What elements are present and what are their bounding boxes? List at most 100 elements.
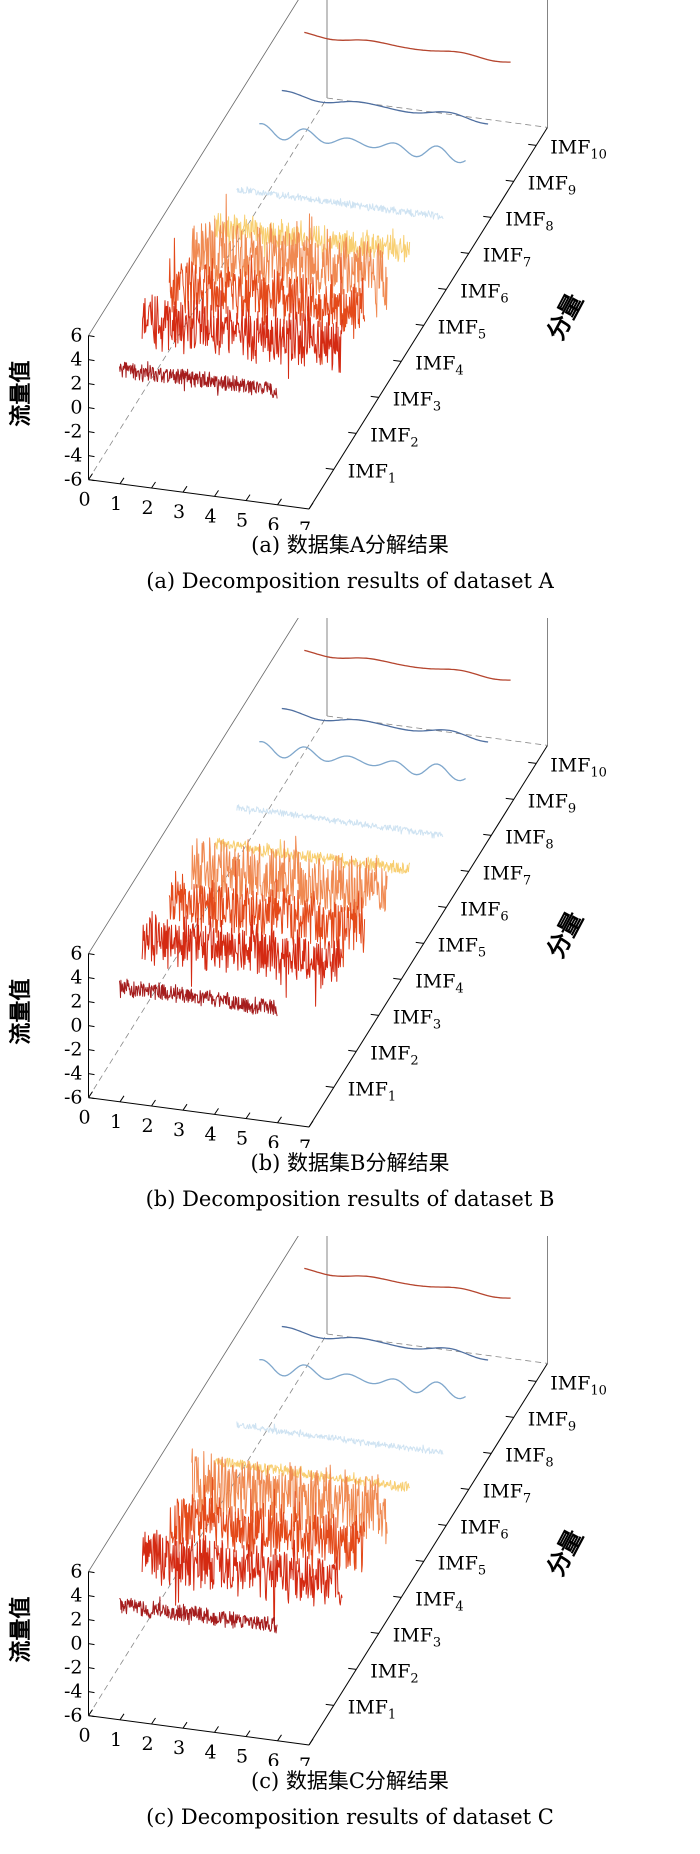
x-tick-label: 4 <box>204 1123 216 1145</box>
z-tick-label: -2 <box>64 1657 83 1679</box>
x-tick-label: 6 <box>267 1750 279 1766</box>
component-tick-label: IMF6 <box>460 1516 508 1542</box>
chart-panel-c: -6 -4 -2 0 2 4 6 0 1 2 3 4 5 6 7 IMF1 IMF2 IMF3 IMF4 IMF5 IM… <box>0 1236 700 1854</box>
series-line-imf1 <box>119 361 278 399</box>
component-tick-label: IMF8 <box>505 208 553 234</box>
component-axis-line <box>308 1363 548 1746</box>
series-line-imf6 <box>236 804 444 839</box>
component-tick-mark <box>325 467 334 470</box>
series-line-imf7 <box>259 122 466 164</box>
z-axis-label: 流量值 <box>8 361 34 427</box>
x-tick-label: 3 <box>173 1119 185 1141</box>
x-tick-label: 0 <box>78 489 90 511</box>
z-tick-label: 4 <box>70 349 82 371</box>
box-edge <box>88 1333 328 1716</box>
x-tick-mark <box>119 1095 125 1103</box>
z-tick-mark <box>88 1643 95 1646</box>
caption-chinese: (b) 数据集B分解结果 <box>250 1151 450 1175</box>
series-line-imf6 <box>236 186 444 220</box>
series-line-imf1 <box>119 1596 278 1634</box>
series-line-imf4 <box>191 193 388 323</box>
z-tick-label: 0 <box>70 397 82 419</box>
z-tick-mark <box>88 431 95 434</box>
caption-english: (b) Decomposition results of dataset B <box>145 1187 555 1211</box>
z-tick-mark <box>88 1049 95 1052</box>
component-tick-label: IMF7 <box>483 244 531 270</box>
z-tick-label: -4 <box>64 445 83 467</box>
z-tick-mark <box>88 359 95 362</box>
component-tick-mark <box>528 761 537 764</box>
series-line-imf4 <box>191 1448 388 1545</box>
x-tick-label: 1 <box>110 493 122 515</box>
series-line-imf8 <box>281 707 489 743</box>
component-tick-label: IMF4 <box>415 970 463 996</box>
component-tick-label: IMF1 <box>348 1696 396 1722</box>
component-tick-label: IMF2 <box>370 424 418 450</box>
x-tick-mark <box>214 490 219 497</box>
x-axis-line <box>88 1097 310 1128</box>
component-tick-label: IMF5 <box>438 934 486 960</box>
z-tick-mark <box>88 335 95 338</box>
x-tick-mark <box>151 1717 156 1725</box>
series-line-imf5 <box>213 1457 411 1492</box>
component-tick-label: IMF3 <box>393 1624 441 1650</box>
x-tick-label: 7 <box>299 1754 311 1766</box>
component-tick-label: IMF5 <box>438 1552 486 1578</box>
x-tick-mark <box>308 502 314 510</box>
component-tick-mark <box>370 395 379 398</box>
component-tick-mark <box>483 215 492 218</box>
component-tick-mark <box>528 1379 537 1382</box>
x-tick-mark <box>277 1116 282 1124</box>
z-tick-mark <box>88 1595 95 1598</box>
x-tick-label: 3 <box>173 1737 185 1759</box>
x-tick-mark <box>277 1734 282 1742</box>
component-tick-mark <box>438 287 447 290</box>
component-tick-mark <box>393 359 402 362</box>
series-line-imf5 <box>213 837 411 875</box>
x-tick-label: 1 <box>110 1729 122 1751</box>
z-tick-label: 4 <box>70 1585 82 1607</box>
component-tick-mark <box>393 977 402 980</box>
component-tick-mark <box>483 1451 492 1454</box>
component-tick-label: IMF4 <box>415 352 463 378</box>
series-group <box>119 31 511 399</box>
component-tick-label: IMF3 <box>393 388 441 414</box>
component-tick-label: IMF6 <box>460 280 508 306</box>
series-line-imf9 <box>304 649 511 681</box>
component-tick-mark <box>325 1085 334 1088</box>
x-tick-label: 5 <box>236 510 248 530</box>
z-tick-label: -6 <box>64 1087 83 1109</box>
z-tick-label: 4 <box>70 967 82 989</box>
x-tick-mark <box>182 485 188 493</box>
z-tick-mark <box>88 1001 95 1004</box>
x-tick-label: 6 <box>267 1132 279 1148</box>
component-tick-label: IMF4 <box>415 1588 463 1614</box>
z-tick-label: -2 <box>64 1039 83 1061</box>
x-tick-mark <box>151 481 156 489</box>
series-line-imf2 <box>141 290 343 379</box>
box-edge <box>326 97 548 128</box>
component-tick-label: IMF7 <box>483 862 531 888</box>
z-tick-mark <box>88 1619 95 1622</box>
component-tick-mark <box>483 833 492 836</box>
z-tick-label: 6 <box>70 325 82 347</box>
x-tick-label: 2 <box>141 1115 153 1137</box>
component-axis-label: 分量 <box>541 1525 589 1581</box>
x-tick-mark <box>88 1709 93 1716</box>
component-tick-label: IMF1 <box>348 460 396 486</box>
box-edge <box>88 715 328 1098</box>
z-tick-label: 0 <box>70 1633 82 1655</box>
component-tick-label: IMF2 <box>370 1660 418 1686</box>
z-tick-label: 2 <box>70 1609 82 1631</box>
z-tick-label: 2 <box>70 991 82 1013</box>
x-tick-mark <box>119 477 125 485</box>
component-tick-mark <box>393 1595 402 1598</box>
z-tick-mark <box>88 977 95 980</box>
x-tick-label: 5 <box>236 1128 248 1148</box>
box-edge <box>88 0 299 336</box>
component-tick-label: IMF10 <box>550 754 607 780</box>
chart-panel-a: -6 -4 -2 0 2 4 6 0 1 2 3 4 5 6 7 IMF1 IMF2 IMF3 IMF4 IMF5 IM… <box>0 0 700 618</box>
